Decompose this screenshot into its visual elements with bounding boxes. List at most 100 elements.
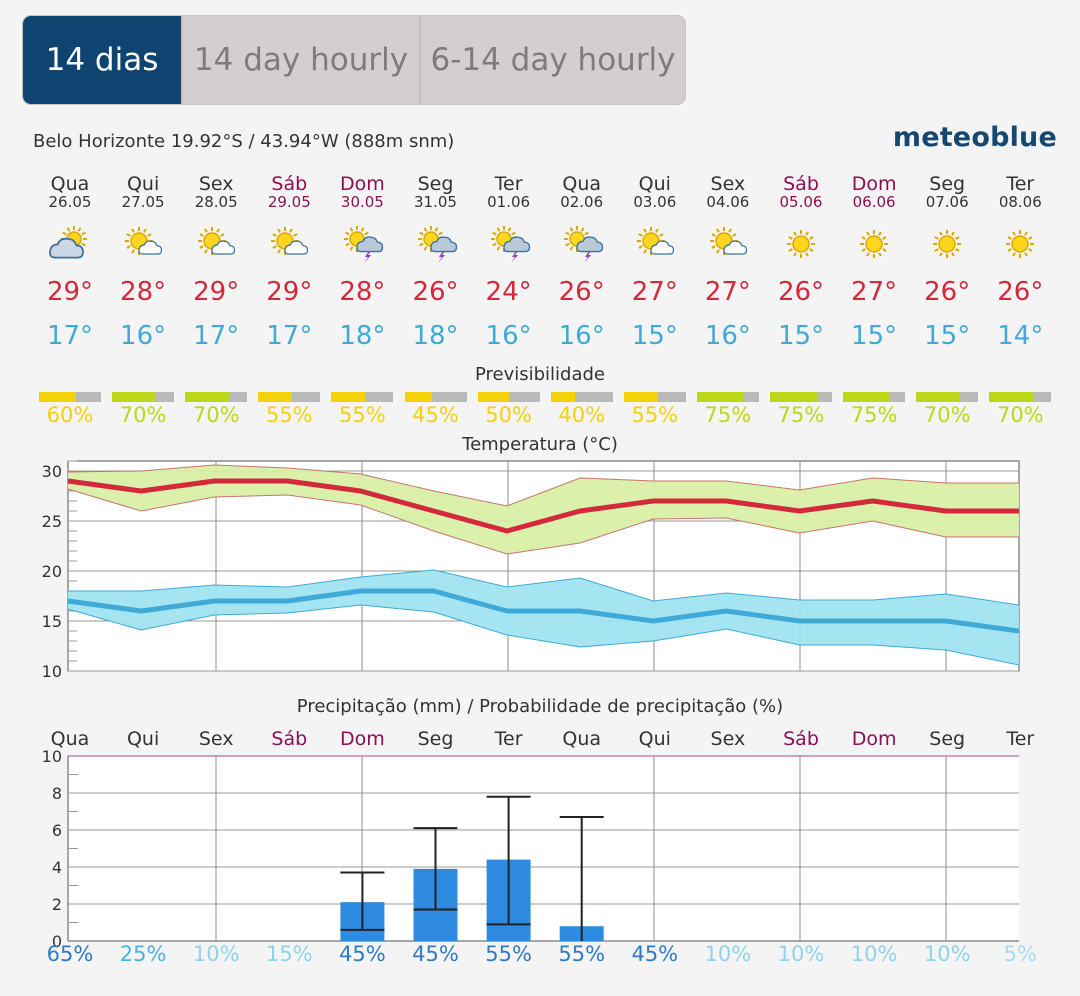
y-tick-label: 30 — [42, 462, 62, 481]
min-temperature: 15° — [777, 321, 825, 351]
precipitation-day-label: Dom — [851, 728, 897, 750]
predictability-percent: 75% — [704, 403, 752, 427]
predictability-fill — [696, 392, 744, 402]
predictability-percent: 75% — [850, 403, 898, 427]
y-tick-label: 6 — [52, 821, 62, 840]
predictability-fill — [843, 392, 890, 402]
min-temperature: 17° — [46, 321, 94, 351]
predictability-title: Previsibilidade — [474, 364, 606, 385]
max-temperature: 29° — [266, 277, 313, 307]
precipitation-probability: 10% — [704, 942, 752, 966]
predictability-percent: 70% — [923, 403, 971, 427]
tab-14-dias[interactable]: 14 dias — [23, 16, 181, 104]
predictability-bar — [989, 392, 1052, 402]
precipitation-bar — [486, 859, 531, 941]
max-temperature: 26° — [777, 277, 825, 307]
predictability-percent: 70% — [119, 403, 167, 427]
day-column: Ter 08.06 26° 14° — [984, 174, 1056, 350]
tab-14-day-hourly[interactable]: 14 day hourly — [181, 16, 419, 104]
sun-cloud-icon — [619, 224, 691, 264]
min-temperature: 16° — [558, 321, 605, 351]
min-temperature: 16° — [485, 321, 532, 351]
precipitation-probability: 55% — [558, 942, 606, 966]
min-temperature: 15° — [631, 321, 678, 351]
precipitation-day-label: Ter — [494, 728, 523, 750]
max-temperature: 27° — [851, 277, 898, 307]
precipitation-day-label: Qui — [638, 728, 671, 750]
temperature-band — [68, 570, 1019, 665]
predictability-percent: 50% — [485, 403, 532, 427]
band-lower-edge — [67, 488, 1019, 555]
predictability-bar — [916, 392, 979, 402]
max-temperature: 26° — [924, 277, 971, 307]
predictability-fill — [185, 392, 229, 402]
day-name: Qua — [562, 173, 601, 195]
day-column: Seg 31.05 26° 18° — [400, 174, 472, 350]
sun-cloud-icon — [253, 224, 325, 264]
precipitation-probability: 45% — [631, 942, 679, 966]
precipitation-bar — [413, 868, 458, 941]
min-temperature: 17° — [193, 321, 240, 351]
temperature-line — [67, 478, 1019, 534]
predictability-fill — [39, 392, 77, 402]
predictability-fill — [770, 392, 817, 402]
max-temperature: 28° — [339, 277, 386, 307]
predictability-percent: 55% — [631, 403, 679, 427]
day-date: 28.05 — [194, 193, 238, 211]
sun-storm-icon — [473, 224, 545, 264]
predictability-fill — [550, 392, 576, 402]
y-tick-label: 10 — [42, 662, 62, 680]
precipitation-day-label: Ter — [1006, 728, 1035, 750]
predictability-fill — [916, 392, 960, 402]
precipitation-bar — [559, 926, 604, 941]
y-tick-label: 4 — [52, 858, 62, 877]
sun-icon — [984, 224, 1056, 264]
meteoblue-logo[interactable]: meteoblue — [892, 122, 1057, 153]
tab-6-14-day-hourly[interactable]: 6-14 day hourly — [419, 16, 685, 104]
temperature-band — [68, 465, 1019, 554]
y-tick-label: 8 — [52, 784, 62, 803]
precipitation-day-label: Qua — [50, 728, 90, 750]
day-date: 07.06 — [925, 193, 969, 211]
day-date: 26.05 — [48, 193, 92, 211]
band-upper-edge — [68, 569, 1020, 606]
min-temperature: 15° — [851, 321, 898, 351]
location-info: Belo Horizonte 19.92°S / 43.94°W (888m s… — [33, 131, 455, 152]
day-name: Seg — [929, 173, 966, 195]
min-temperature: 18° — [339, 321, 386, 351]
precipitation-day-label: Qui — [126, 728, 160, 750]
predictability-bar — [770, 392, 832, 402]
precipitation-day-label: Dom — [340, 728, 385, 750]
predictability-fill — [112, 392, 156, 402]
sun-cloud-icon — [107, 224, 179, 264]
precipitation-day-label: Qua — [562, 728, 601, 750]
day-date: 03.06 — [633, 193, 677, 211]
max-temperature: 27° — [631, 277, 678, 307]
day-name: Ter — [494, 173, 523, 195]
day-name: Sáb — [783, 173, 819, 195]
predictability-fill — [404, 392, 433, 402]
day-column: Qua 02.06 26° 16° — [546, 174, 618, 350]
temperature-title: Temperatura (°C) — [462, 434, 618, 455]
predictability-bar — [39, 392, 101, 402]
predictability-percent: 40% — [558, 403, 606, 427]
day-date: 04.06 — [706, 193, 750, 211]
predictability-percent: 75% — [777, 403, 825, 427]
day-name: Sex — [710, 173, 746, 195]
day-column: Sex 04.06 27° 16° — [692, 174, 764, 350]
y-tick-label: 2 — [52, 895, 62, 914]
band-upper-edge — [67, 464, 1019, 507]
precipitation-day-label: Sáb — [271, 728, 308, 750]
precipitation-probability: 15% — [265, 942, 313, 966]
precipitation-bar — [340, 902, 385, 941]
max-temperature: 29° — [193, 277, 240, 307]
min-temperature: 15° — [924, 321, 971, 351]
predictability-percent: 60% — [46, 403, 94, 427]
precipitation-day-label: Sáb — [783, 728, 819, 750]
precipitation-day-label: Seg — [417, 728, 454, 750]
day-date: 30.05 — [340, 193, 384, 211]
predictability-percent: 70% — [996, 403, 1044, 427]
precipitation-probability: 45% — [412, 942, 459, 966]
precipitation-probability: 45% — [339, 942, 386, 966]
predictability-percent: 70% — [192, 403, 240, 427]
